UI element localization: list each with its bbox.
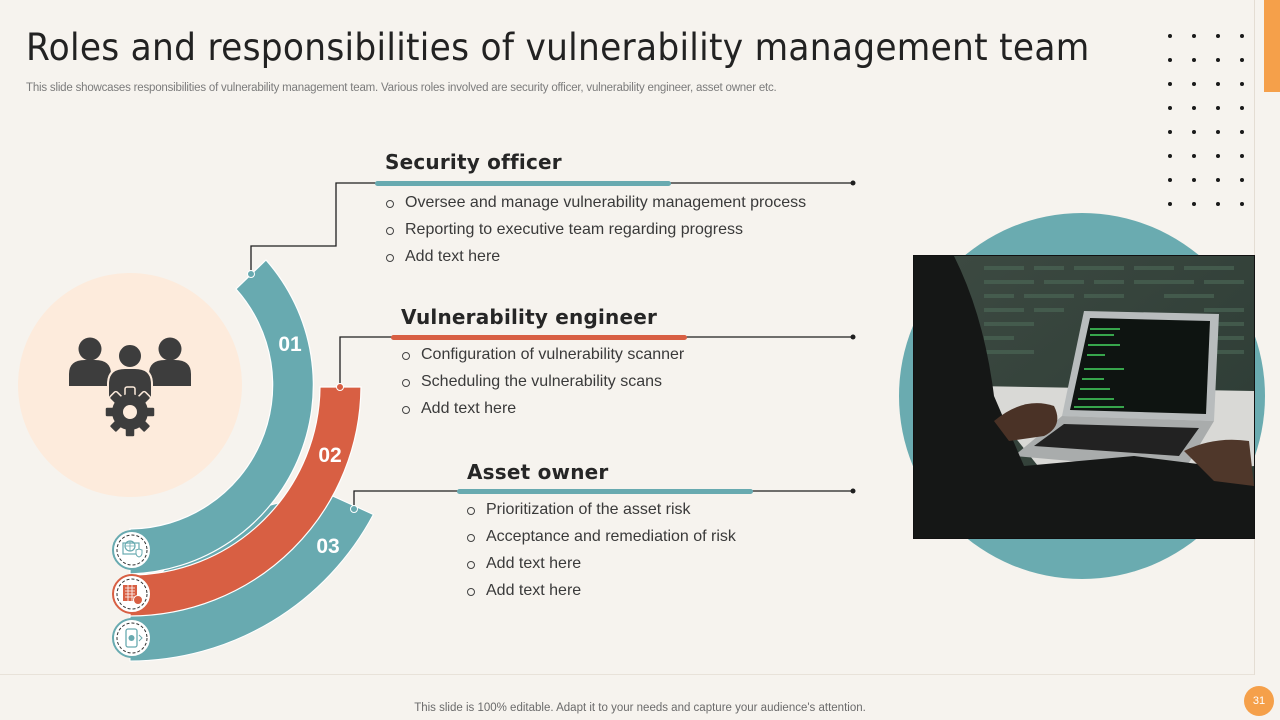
role-security-officer: Security officer (385, 150, 562, 174)
bullet-circle-icon (467, 561, 475, 569)
list-item: Acceptance and remediation of risk (467, 527, 736, 554)
bullet-circle-icon (402, 352, 410, 360)
role-title: Vulnerability engineer (401, 305, 658, 329)
footer-note: This slide is 100% editable. Adapt it to… (414, 702, 866, 714)
role-vulnerability-engineer-list: Configuration of vulnerability scanner S… (402, 345, 684, 426)
list-item: Add text here (386, 247, 806, 274)
bullet-circle-icon (402, 379, 410, 387)
decorative-dot (1216, 130, 1220, 134)
decorative-dot (1168, 82, 1172, 86)
arc-02-number: 02 (318, 444, 341, 467)
list-item: Prioritization of the asset risk (467, 500, 736, 527)
decorative-dot (1168, 202, 1172, 206)
footer-divider (0, 674, 1254, 675)
decorative-dot (1192, 154, 1196, 158)
bullet-circle-icon (402, 406, 410, 414)
decorative-dot (1192, 106, 1196, 110)
role-title: Asset owner (467, 460, 609, 484)
person-typing-laptop-image (914, 256, 1254, 538)
arc-01-icon-badge (112, 530, 152, 570)
orange-accent-bar (1264, 0, 1280, 92)
globe-monitor-shield-icon (122, 540, 143, 558)
dot-grid-decoration (1168, 34, 1258, 214)
bullet-circle-icon (467, 507, 475, 515)
bullet-circle-icon (467, 588, 475, 596)
arc-01 (129, 259, 314, 575)
decorative-dot (1168, 130, 1172, 134)
decorative-dot (1168, 178, 1172, 182)
decorative-dot (1192, 34, 1196, 38)
mobile-shield-icon (125, 628, 143, 648)
team-gear-icon (69, 337, 191, 438)
decorative-dot (1168, 58, 1172, 62)
decorative-dot (1240, 130, 1244, 134)
role-asset-owner-list: Prioritization of the asset risk Accepta… (467, 500, 736, 608)
arc-03-number: 03 (316, 535, 339, 558)
decorative-dot (1168, 106, 1172, 110)
decorative-dot (1240, 106, 1244, 110)
vulnerability-engineer-underline (391, 335, 687, 340)
decorative-dot (1192, 178, 1196, 182)
decorative-dot (1240, 34, 1244, 38)
decorative-dot (1216, 34, 1220, 38)
decorative-dot (1168, 154, 1172, 158)
bullet-circle-icon (386, 227, 394, 235)
role-vulnerability-engineer: Vulnerability engineer (401, 305, 657, 329)
arc-02-icon-badge (112, 574, 152, 614)
page-subtitle: This slide showcases responsibilities of… (26, 82, 777, 94)
laptop-photo (913, 255, 1255, 539)
decorative-dot (1192, 82, 1196, 86)
role-security-officer-list: Oversee and manage vulnerability managem… (386, 193, 806, 274)
asset-owner-underline (457, 489, 753, 494)
decorative-dot (1216, 178, 1220, 182)
decorative-dot (1192, 130, 1196, 134)
roles-diagram: 01 02 03 (18, 180, 856, 662)
list-item: Add text here (402, 399, 684, 426)
decorative-dot (1216, 58, 1220, 62)
role-title: Security officer (385, 150, 562, 174)
list-item: Scheduling the vulnerability scans (402, 372, 684, 399)
building-lock-icon (123, 585, 143, 605)
list-item: Reporting to executive team regarding pr… (386, 220, 806, 247)
decorative-dot (1216, 202, 1220, 206)
page-title: Roles and responsibilities of vulnerabil… (26, 26, 1090, 69)
decorative-dot (1240, 178, 1244, 182)
bullet-circle-icon (386, 254, 394, 262)
security-officer-underline (375, 181, 671, 186)
decorative-dot (1240, 82, 1244, 86)
page-number-badge: 31 (1244, 686, 1274, 716)
list-item: Add text here (467, 581, 736, 608)
decorative-dot (1168, 34, 1172, 38)
list-item: Add text here (467, 554, 736, 581)
arc-03-icon-badge (112, 618, 152, 658)
arc-01-number: 01 (278, 333, 302, 356)
decorative-dot (1192, 202, 1196, 206)
decorative-dot (1216, 154, 1220, 158)
decorative-dot (1216, 106, 1220, 110)
list-item: Oversee and manage vulnerability managem… (386, 193, 806, 220)
bullet-circle-icon (467, 534, 475, 542)
role-asset-owner: Asset owner (467, 460, 608, 484)
decorative-dot (1216, 82, 1220, 86)
bullet-circle-icon (386, 200, 394, 208)
decorative-dot (1240, 202, 1244, 206)
decorative-dot (1192, 58, 1196, 62)
decorative-dot (1240, 154, 1244, 158)
arc-02 (129, 386, 362, 617)
decorative-dot (1240, 58, 1244, 62)
list-item: Configuration of vulnerability scanner (402, 345, 684, 372)
